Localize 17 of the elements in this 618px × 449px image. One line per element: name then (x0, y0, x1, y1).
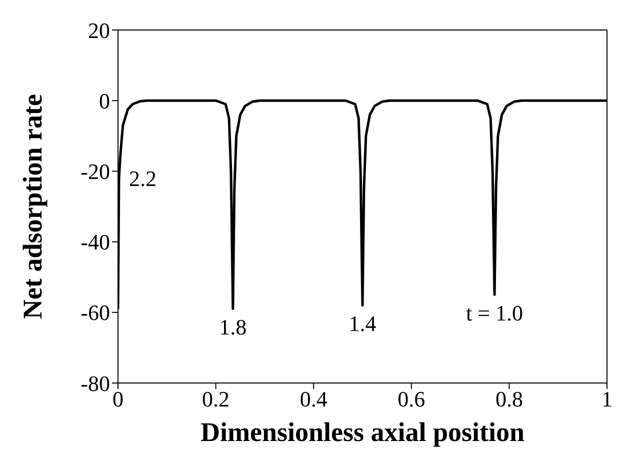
annotation: 2.2 (128, 166, 156, 192)
annotation: 1.4 (348, 310, 376, 336)
y-tick-label: -40 (80, 230, 110, 255)
x-tick-label: 0.8 (495, 386, 523, 412)
y-tick-label: 0 (99, 88, 110, 114)
y-tick-label: 20 (88, 18, 110, 43)
y-tick-label: -60 (80, 300, 110, 326)
x-tick-label: 1 (602, 386, 612, 412)
y-axis-title: Net adsorption rate (18, 94, 48, 319)
x-axis-title: Dimensionless axial position (200, 417, 525, 447)
annotation: t = 1.0 (466, 300, 524, 326)
y-tick-label: -80 (80, 370, 110, 396)
annotation: 1.8 (219, 314, 247, 340)
x-tick-label: 0.6 (398, 386, 426, 412)
x-tick-label: 0.2 (202, 386, 230, 412)
y-tick-label: -20 (80, 159, 110, 184)
x-tick-label: 0.4 (300, 386, 328, 412)
